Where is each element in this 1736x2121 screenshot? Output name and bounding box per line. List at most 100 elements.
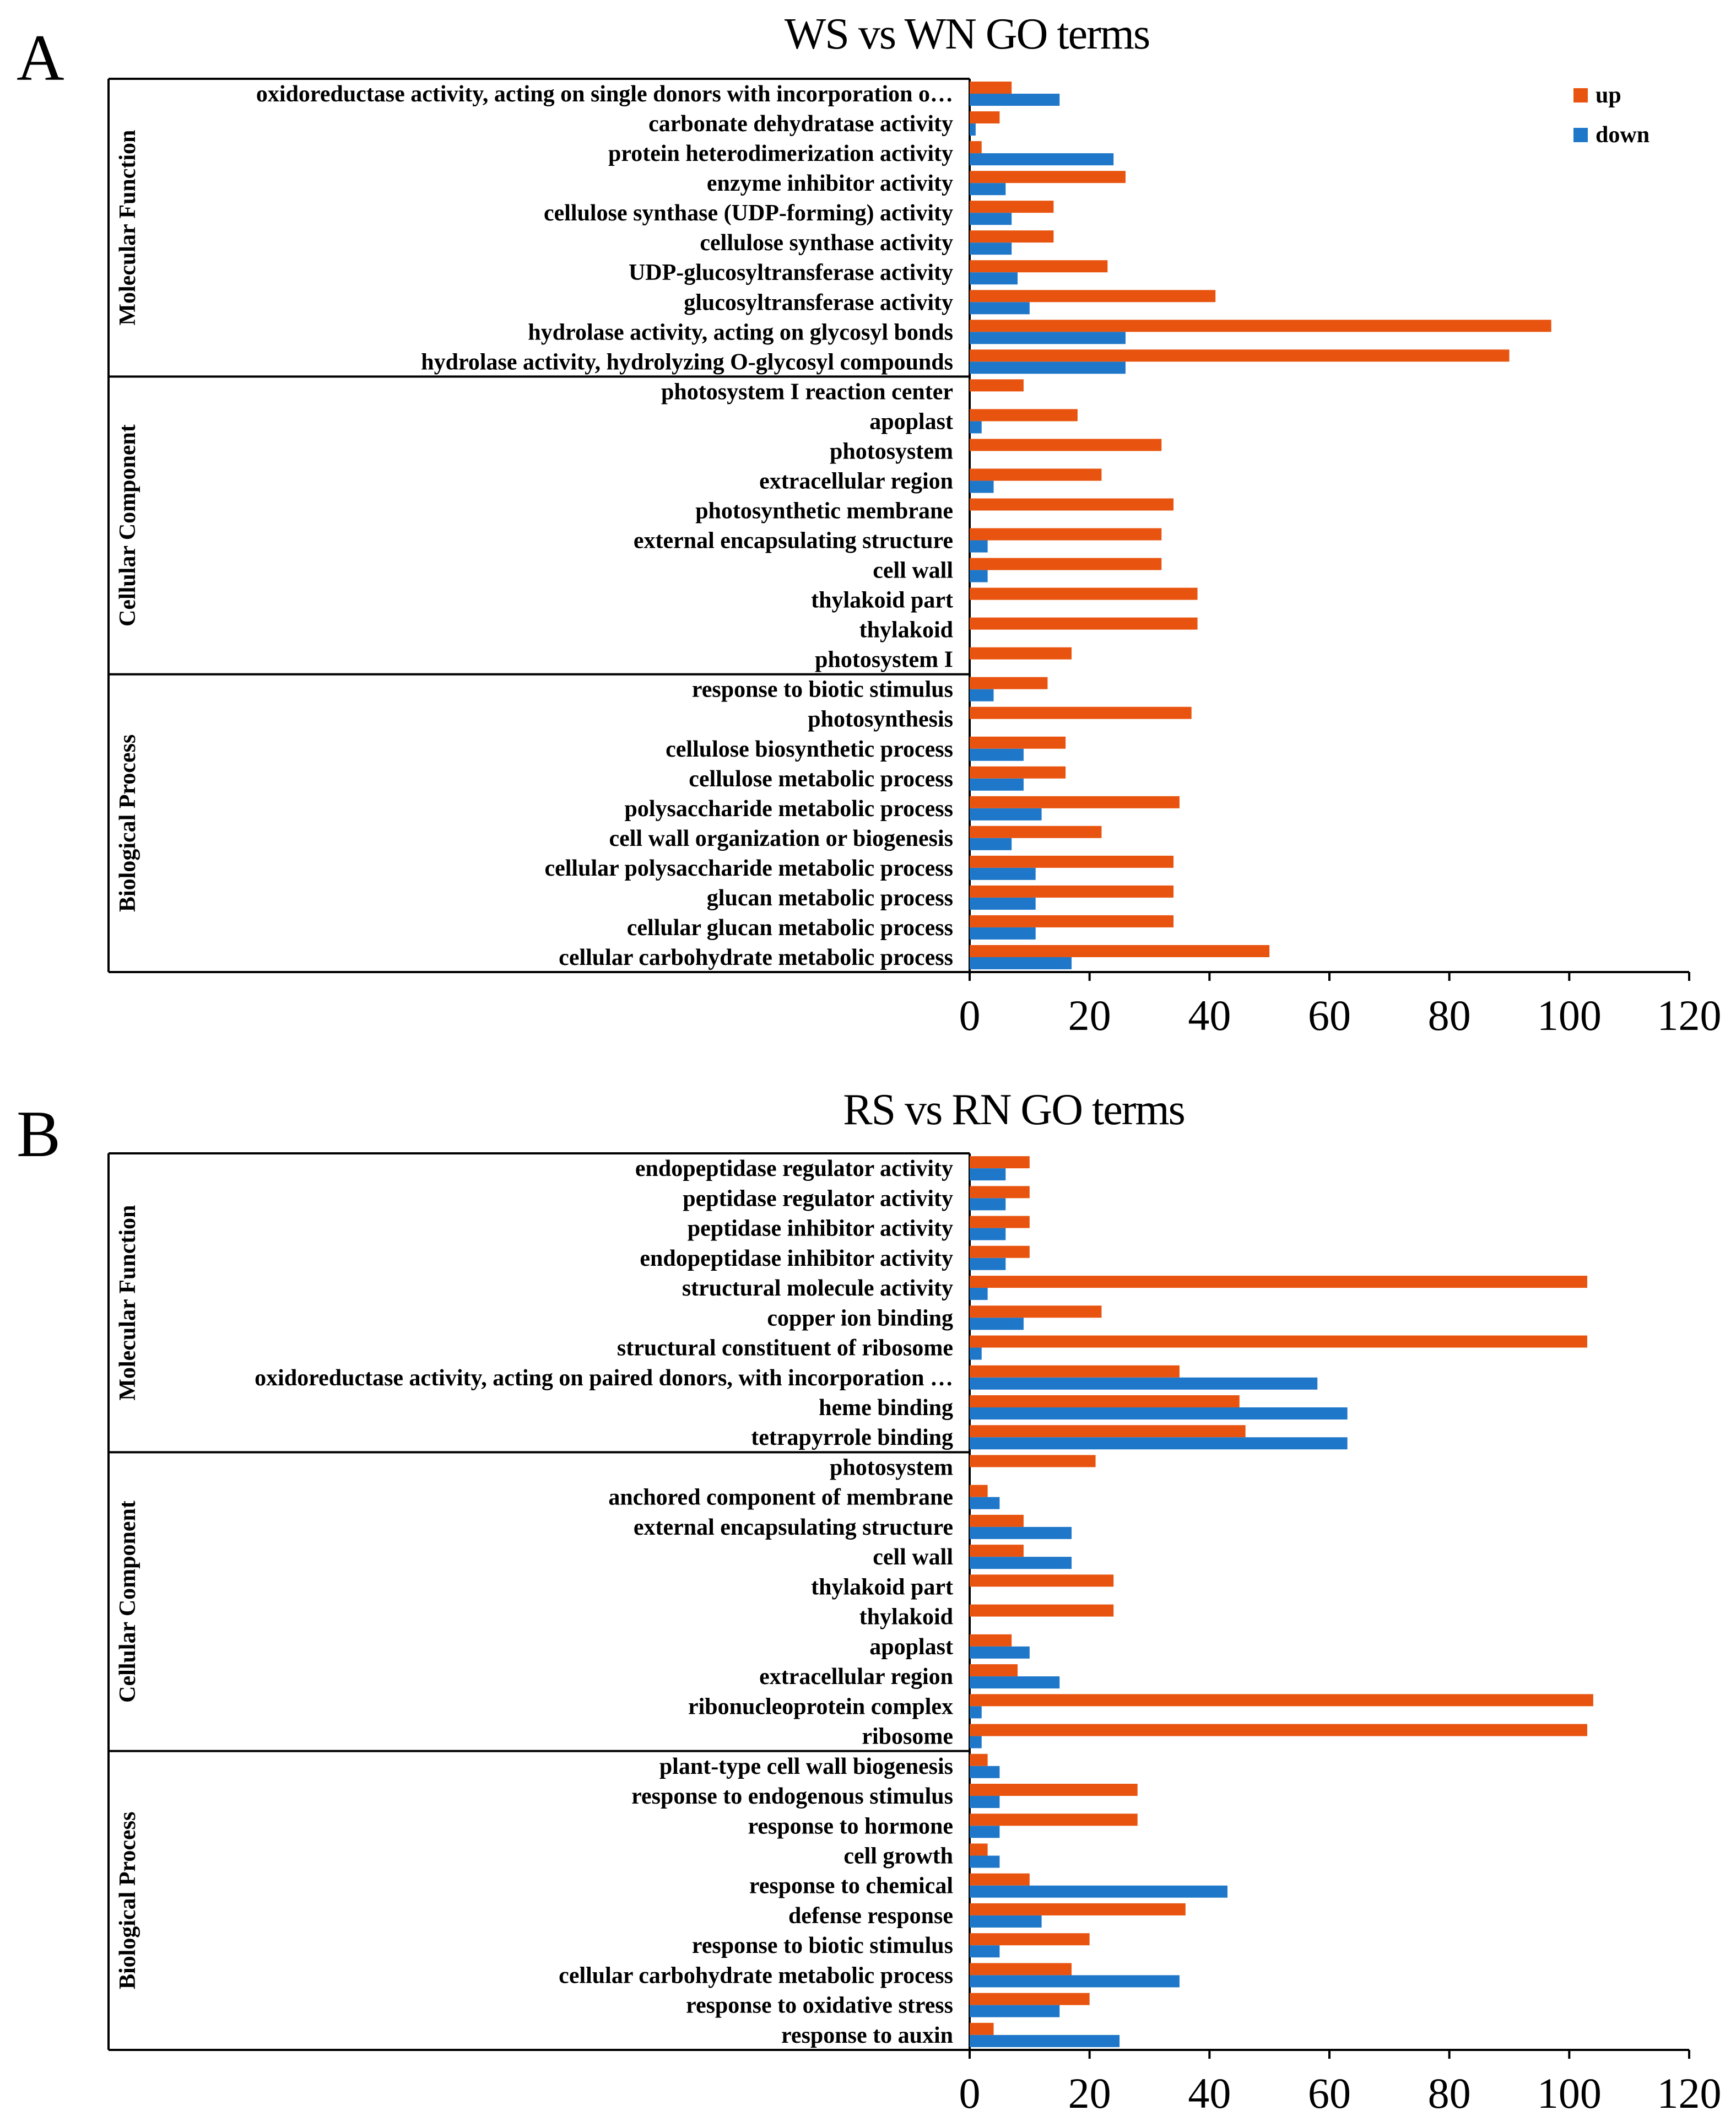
category-label: response to chemical bbox=[749, 1874, 953, 1899]
bar-up-hydrolase-activity-hydrolyzing-o-glycosyl-compounds bbox=[970, 349, 1510, 362]
bar-down-response-to-biotic-stimulus bbox=[970, 689, 994, 701]
bar-up-thylakoid-part bbox=[970, 587, 1198, 600]
category-label: enzyme inhibitor activity bbox=[707, 171, 953, 196]
bar-down-response-to-hormone bbox=[970, 1826, 1000, 1838]
category-label: cellulose synthase (UDP-forming) activit… bbox=[544, 201, 953, 226]
x-tick-label: 40 bbox=[1188, 991, 1231, 1039]
x-tick-label: 60 bbox=[1308, 991, 1351, 1039]
bar-down-defense-response bbox=[970, 1915, 1042, 1928]
category-label: endopeptidase regulator activity bbox=[635, 1156, 953, 1181]
category-label: cell growth bbox=[843, 1843, 953, 1869]
bar-up-tetrapyrrole-binding bbox=[970, 1425, 1246, 1438]
category-label: cell wall bbox=[873, 558, 953, 584]
x-tick-label: 100 bbox=[1537, 991, 1602, 1039]
bar-up-response-to-biotic-stimulus bbox=[970, 677, 1048, 689]
bar-up-hydrolase-activity-acting-on-glycosyl-bonds bbox=[970, 320, 1551, 332]
category-label: structural constituent of ribosome bbox=[617, 1336, 953, 1361]
bar-down-copper-ion-binding bbox=[970, 1318, 1024, 1330]
bar-up-cellular-polysaccharide-metabolic-process bbox=[970, 855, 1174, 868]
bar-down-cell-wall bbox=[970, 570, 988, 582]
bar-up-polysaccharide-metabolic-process bbox=[970, 796, 1180, 808]
bar-up-endopeptidase-inhibitor-activity bbox=[970, 1245, 1030, 1258]
bar-down-cellulose-biosynthetic-process bbox=[970, 748, 1024, 761]
bar-down-cellular-carbohydrate-metabolic-process bbox=[970, 1975, 1180, 1988]
bar-up-cell-wall-organization-or-biogenesis bbox=[970, 825, 1102, 838]
category-label: hydrolase activity, acting on glycosyl b… bbox=[528, 320, 953, 345]
category-label: cellulose metabolic process bbox=[689, 767, 953, 792]
bar-up-external-encapsulating-structure bbox=[970, 528, 1162, 541]
bar-down-peptidase-regulator-activity bbox=[970, 1198, 1006, 1211]
bar-up-heme-binding bbox=[970, 1395, 1240, 1407]
bar-up-apoplast bbox=[970, 1634, 1012, 1647]
bar-up-photosystem-i bbox=[970, 647, 1072, 660]
bar-down-cell-wall bbox=[970, 1557, 1072, 1569]
panel-letter: B bbox=[17, 1097, 61, 1170]
category-label: response to endogenous stimulus bbox=[631, 1784, 953, 1809]
legend-swatch-up bbox=[1573, 88, 1588, 102]
bar-down-cellular-carbohydrate-metabolic-process bbox=[970, 957, 1072, 969]
bar-down-cellulose-synthase-udp-forming-activity bbox=[970, 213, 1012, 225]
x-tick-label: 20 bbox=[1068, 991, 1111, 1039]
category-label: cellular polysaccharide metabolic proces… bbox=[544, 856, 953, 881]
group-label-cellular-component: Cellular Component bbox=[115, 424, 140, 627]
category-label: extracellular region bbox=[759, 468, 953, 494]
category-label: tetrapyrrole binding bbox=[751, 1425, 953, 1450]
bar-down-external-encapsulating-structure bbox=[970, 540, 988, 553]
bar-down-endopeptidase-inhibitor-activity bbox=[970, 1258, 1006, 1270]
category-label: response to biotic stimulus bbox=[692, 1933, 953, 1958]
bar-down-protein-heterodimerization-activity bbox=[970, 153, 1114, 166]
x-tick-label: 100 bbox=[1537, 2069, 1602, 2117]
bar-up-peptidase-inhibitor-activity bbox=[970, 1216, 1030, 1228]
bar-up-enzyme-inhibitor-activity bbox=[970, 171, 1126, 184]
category-label: ribosome bbox=[862, 1724, 953, 1750]
bar-up-glucosyltransferase-activity bbox=[970, 290, 1216, 303]
bar-down-glucosyltransferase-activity bbox=[970, 302, 1030, 315]
x-tick-label: 120 bbox=[1657, 2069, 1722, 2117]
bar-down-heme-binding bbox=[970, 1407, 1348, 1420]
bar-up-extracellular-region bbox=[970, 468, 1102, 481]
category-label: cellular carbohydrate metabolic process bbox=[559, 945, 953, 970]
category-label: oxidoreductase activity, acting on singl… bbox=[256, 82, 953, 107]
bar-down-apoplast bbox=[970, 1646, 1030, 1659]
category-label: peptidase regulator activity bbox=[683, 1186, 953, 1211]
category-label: peptidase inhibitor activity bbox=[688, 1216, 953, 1242]
category-label: response to oxidative stress bbox=[686, 1993, 953, 2019]
category-label: response to biotic stimulus bbox=[692, 677, 953, 703]
bar-down-apoplast bbox=[970, 421, 982, 434]
bar-up-copper-ion-binding bbox=[970, 1305, 1102, 1318]
category-label: hydrolase activity, hydrolyzing O-glycos… bbox=[421, 349, 953, 375]
bar-up-thylakoid bbox=[970, 617, 1198, 630]
bar-down-hydrolase-activity-hydrolyzing-o-glycosyl-compounds bbox=[970, 361, 1126, 374]
category-label: external encapsulating structure bbox=[634, 528, 953, 554]
bar-down-enzyme-inhibitor-activity bbox=[970, 183, 1006, 196]
category-label: cell wall organization or biogenesis bbox=[609, 826, 953, 851]
x-tick-label: 60 bbox=[1308, 2069, 1351, 2117]
bar-up-glucan-metabolic-process bbox=[970, 885, 1174, 898]
bar-up-response-to-hormone bbox=[970, 1814, 1138, 1826]
category-label: cellular carbohydrate metabolic process bbox=[559, 1963, 953, 1988]
category-label: thylakoid bbox=[859, 618, 953, 643]
category-label: apoplast bbox=[869, 409, 953, 434]
bar-down-ribosome bbox=[970, 1736, 982, 1748]
bar-up-response-to-auxin bbox=[970, 2022, 994, 2035]
group-label-molecular-function: Molecular Function bbox=[115, 1205, 140, 1401]
category-label: heme binding bbox=[819, 1395, 953, 1421]
bar-down-cell-wall-organization-or-biogenesis bbox=[970, 838, 1012, 850]
category-label: response to hormone bbox=[748, 1814, 953, 1839]
bar-up-cell-growth bbox=[970, 1843, 988, 1856]
category-label: oxidoreductase activity, acting on paire… bbox=[255, 1366, 953, 1391]
panel-letter: A bbox=[17, 21, 64, 94]
category-label: structural molecule activity bbox=[682, 1276, 953, 1301]
category-label: photosystem bbox=[830, 1455, 953, 1480]
bar-up-thylakoid-part bbox=[970, 1574, 1114, 1587]
bar-down-extracellular-region bbox=[970, 1676, 1060, 1689]
category-label: cellulose synthase activity bbox=[700, 230, 953, 256]
legend: up down bbox=[1573, 83, 1650, 148]
group-label-molecular-function: Molecular Function bbox=[115, 130, 140, 326]
bar-down-plant-type-cell-wall-biogenesis bbox=[970, 1766, 1000, 1778]
bar-down-hydrolase-activity-acting-on-glycosyl-bonds bbox=[970, 332, 1126, 344]
category-label: endopeptidase inhibitor activity bbox=[640, 1246, 953, 1271]
bar-up-udp-glucosyltransferase-activity bbox=[970, 260, 1108, 273]
x-tick-label: 80 bbox=[1428, 2069, 1471, 2117]
bar-down-endopeptidase-regulator-activity bbox=[970, 1168, 1006, 1181]
